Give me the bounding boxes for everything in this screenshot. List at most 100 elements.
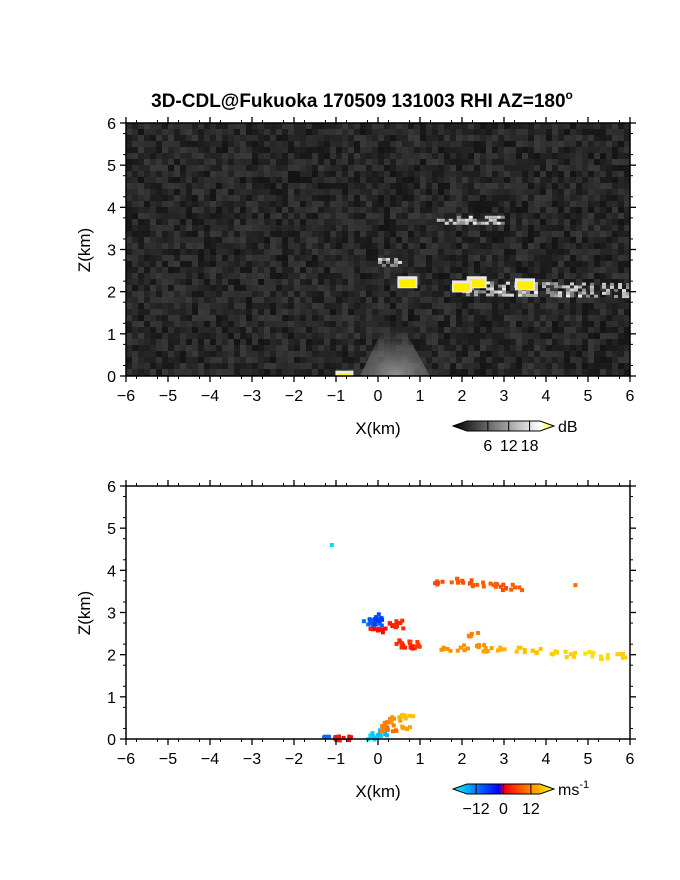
noise-cell bbox=[366, 273, 372, 279]
noise-cell bbox=[294, 231, 300, 237]
backscatter-colorbar-unit: dB bbox=[558, 419, 578, 436]
noise-cell bbox=[240, 135, 246, 141]
noise-cell bbox=[276, 165, 282, 171]
noise-cell bbox=[246, 309, 252, 315]
noise-cell bbox=[144, 165, 150, 171]
noise-cell bbox=[210, 231, 216, 237]
noise-cell bbox=[408, 273, 414, 279]
noise-cell bbox=[288, 171, 294, 177]
noise-cell bbox=[564, 189, 570, 195]
noise-cell bbox=[186, 207, 192, 213]
backscatter-x-axis-label: X(km) bbox=[355, 419, 400, 438]
feature-pixel bbox=[554, 294, 558, 298]
noise-cell bbox=[372, 339, 378, 345]
noise-cell bbox=[438, 165, 444, 171]
noise-cell bbox=[420, 327, 426, 333]
noise-cell bbox=[336, 327, 342, 333]
velocity-point bbox=[482, 643, 487, 648]
noise-cell bbox=[528, 141, 534, 147]
noise-cell bbox=[252, 243, 258, 249]
noise-cell bbox=[168, 327, 174, 333]
noise-cell bbox=[300, 243, 306, 249]
feature-pixel bbox=[456, 221, 461, 225]
noise-cell bbox=[612, 225, 618, 231]
noise-cell bbox=[306, 249, 312, 255]
noise-cell bbox=[228, 165, 234, 171]
noise-cell bbox=[186, 327, 192, 333]
noise-cell bbox=[612, 297, 618, 303]
velocity-point bbox=[414, 644, 419, 649]
noise-cell bbox=[360, 291, 366, 297]
noise-cell bbox=[234, 255, 240, 261]
noise-cell bbox=[564, 303, 570, 309]
noise-cell bbox=[240, 261, 246, 267]
noise-cell bbox=[618, 237, 624, 243]
noise-cell bbox=[180, 243, 186, 249]
noise-cell bbox=[192, 291, 198, 297]
noise-cell bbox=[396, 231, 402, 237]
feature-pixel bbox=[444, 221, 449, 225]
noise-cell bbox=[342, 351, 348, 357]
noise-cell bbox=[168, 273, 174, 279]
noise-cell bbox=[336, 123, 342, 129]
noise-cell bbox=[312, 303, 318, 309]
noise-cell bbox=[408, 327, 414, 333]
noise-cell bbox=[492, 315, 498, 321]
noise-cell bbox=[588, 237, 594, 243]
noise-cell bbox=[276, 135, 282, 141]
noise-cell bbox=[228, 357, 234, 363]
noise-cell bbox=[378, 123, 384, 129]
noise-cell bbox=[390, 279, 396, 285]
noise-cell bbox=[582, 273, 588, 279]
noise-cell bbox=[600, 303, 606, 309]
noise-cell bbox=[342, 237, 348, 243]
noise-cell bbox=[474, 135, 480, 141]
noise-cell bbox=[576, 183, 582, 189]
noise-cell bbox=[336, 135, 342, 141]
noise-cell bbox=[378, 201, 384, 207]
noise-cell bbox=[168, 309, 174, 315]
noise-cell bbox=[234, 189, 240, 195]
noise-cell bbox=[432, 315, 438, 321]
velocity-x-tick-label: 5 bbox=[584, 751, 593, 768]
noise-cell bbox=[372, 249, 378, 255]
noise-cell bbox=[252, 267, 258, 273]
noise-cell bbox=[498, 345, 504, 351]
noise-cell bbox=[324, 219, 330, 225]
noise-cell bbox=[444, 285, 450, 291]
noise-cell bbox=[258, 135, 264, 141]
backscatter-y-tick-label: 2 bbox=[107, 285, 116, 302]
noise-cell bbox=[348, 309, 354, 315]
noise-cell bbox=[240, 183, 246, 189]
feature-pixel bbox=[518, 293, 522, 297]
noise-cell bbox=[522, 261, 528, 267]
noise-cell bbox=[498, 165, 504, 171]
noise-cell bbox=[516, 213, 522, 219]
noise-cell bbox=[606, 297, 612, 303]
noise-cell bbox=[594, 345, 600, 351]
feature-pixel bbox=[534, 290, 538, 294]
velocity-point bbox=[383, 626, 388, 631]
noise-cell bbox=[552, 249, 558, 255]
noise-cell bbox=[612, 249, 618, 255]
noise-cell bbox=[126, 213, 132, 219]
feature-pixel bbox=[558, 291, 562, 295]
noise-cell bbox=[378, 141, 384, 147]
noise-cell bbox=[312, 285, 318, 291]
noise-cell bbox=[228, 339, 234, 345]
noise-cell bbox=[258, 201, 264, 207]
noise-cell bbox=[162, 153, 168, 159]
noise-cell bbox=[372, 279, 378, 285]
noise-cell bbox=[468, 231, 474, 237]
velocity-point bbox=[400, 724, 405, 729]
noise-cell bbox=[168, 255, 174, 261]
noise-cell bbox=[414, 243, 420, 249]
noise-cell bbox=[348, 363, 354, 369]
noise-cell bbox=[462, 183, 468, 189]
noise-cell bbox=[348, 291, 354, 297]
noise-cell bbox=[510, 321, 516, 327]
noise-cell bbox=[408, 147, 414, 153]
noise-cell bbox=[198, 291, 204, 297]
noise-cell bbox=[318, 279, 324, 285]
noise-cell bbox=[510, 165, 516, 171]
